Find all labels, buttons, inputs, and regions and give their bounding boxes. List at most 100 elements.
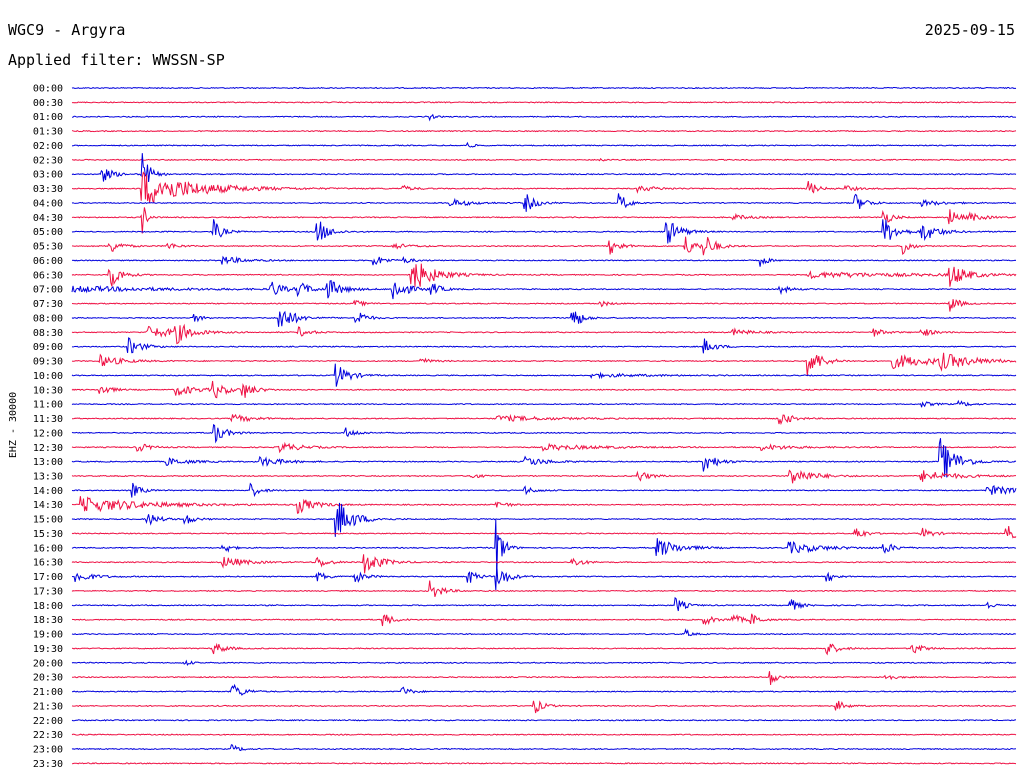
trace-1630 [71,554,1017,574]
trace-0400 [71,193,1017,212]
trace-0600 [71,255,1017,267]
time-label: 02:00 [33,141,63,152]
trace-1100 [71,399,1017,408]
time-label: 20:00 [33,658,63,669]
time-label: 11:00 [33,400,63,411]
time-label: 20:30 [33,673,63,684]
time-label: 18:30 [33,615,63,626]
time-label: 14:30 [33,500,63,511]
time-label: 10:00 [33,371,63,382]
time-label: 09:30 [33,357,63,368]
time-label: 22:30 [33,730,63,741]
time-label: 16:30 [33,558,63,569]
trace-1700 [71,564,1017,591]
time-label: 08:30 [33,328,63,339]
trace-2230 [71,733,1017,736]
time-label: 08:00 [33,313,63,324]
time-label: 12:30 [33,443,63,454]
time-label: 06:00 [33,256,63,267]
trace-0730 [71,299,1017,312]
time-label: 23:00 [33,745,63,756]
time-label: 10:30 [33,385,63,396]
trace-1130 [72,413,1016,426]
trace-2000 [71,659,1017,666]
trace-1330 [71,469,1016,484]
trace-2030 [72,671,1017,686]
trace-0300 [71,153,1017,183]
trace-1530 [71,525,1017,539]
trace-0100 [71,113,1017,122]
trace-0230 [72,157,1017,162]
trace-1800 [71,596,1017,612]
time-label: 12:00 [33,428,63,439]
trace-0030 [71,101,1017,104]
time-label: 01:30 [33,127,63,138]
trace-1030 [71,380,1017,399]
trace-2100 [71,683,1017,696]
time-label: 02:30 [33,155,63,166]
time-label: 19:30 [33,644,63,655]
trace-0330 [72,171,1017,204]
time-label: 05:00 [33,227,63,238]
time-label: 13:00 [33,457,63,468]
station-title: WGC9 - Argyra [8,21,126,39]
time-label: 18:00 [33,601,63,612]
filter-label: Applied filter: WWSSN-SP [8,51,225,69]
time-label: 16:00 [33,543,63,554]
time-label: 15:30 [33,529,63,540]
time-label: 00:00 [33,84,63,95]
trace-0800 [71,310,1017,327]
trace-0130 [71,129,1017,133]
trace-1500 [71,502,1017,537]
trace-1830 [71,613,1017,627]
trace-2300 [71,744,1017,752]
time-label: 07:00 [33,285,63,296]
trace-1600 [71,519,1016,576]
record-date: 2025-09-15 [924,21,1015,39]
time-label: 04:00 [33,198,63,209]
trace-1300 [71,438,1017,478]
time-label: 21:00 [33,687,63,698]
trace-1400 [71,482,1017,498]
time-label: 11:30 [33,414,63,425]
trace-1000 [71,363,1017,387]
time-label: 05:30 [33,242,63,253]
time-label: 21:30 [33,701,63,712]
time-label: 22:00 [33,716,63,727]
time-label: 15:00 [33,515,63,526]
trace-0830 [71,323,1017,345]
trace-0630 [71,263,1017,287]
time-label: 00:30 [33,98,63,109]
trace-1200 [71,423,1017,444]
trace-0500 [71,219,1017,244]
channel-axis-label: EHZ - 30000 [8,392,19,458]
trace-0530 [71,236,1017,256]
time-label: 03:30 [33,184,63,195]
time-label: 23:30 [33,759,63,770]
trace-0200 [71,141,1017,148]
seismic-traces [71,86,1017,765]
trace-1900 [71,628,1017,637]
time-label: 03:00 [33,170,63,181]
time-label: 14:00 [33,486,63,497]
time-label: 17:00 [33,572,63,583]
trace-0900 [71,337,1017,354]
time-label: 07:30 [33,299,63,310]
trace-0000 [71,86,1017,90]
trace-0930 [71,352,1017,377]
trace-2130 [71,700,1016,714]
time-label: 19:00 [33,630,63,641]
time-label: 04:30 [33,213,63,224]
trace-1730 [71,580,1017,597]
trace-1930 [71,642,1016,656]
time-label: 01:00 [33,112,63,123]
trace-0430 [71,207,1017,234]
trace-2330 [71,762,1017,765]
time-label: 13:30 [33,471,63,482]
trace-1230 [71,441,1017,454]
trace-2200 [71,719,1017,722]
trace-0700 [71,279,1017,300]
trace-1430 [71,496,1017,514]
time-label: 09:00 [33,342,63,353]
